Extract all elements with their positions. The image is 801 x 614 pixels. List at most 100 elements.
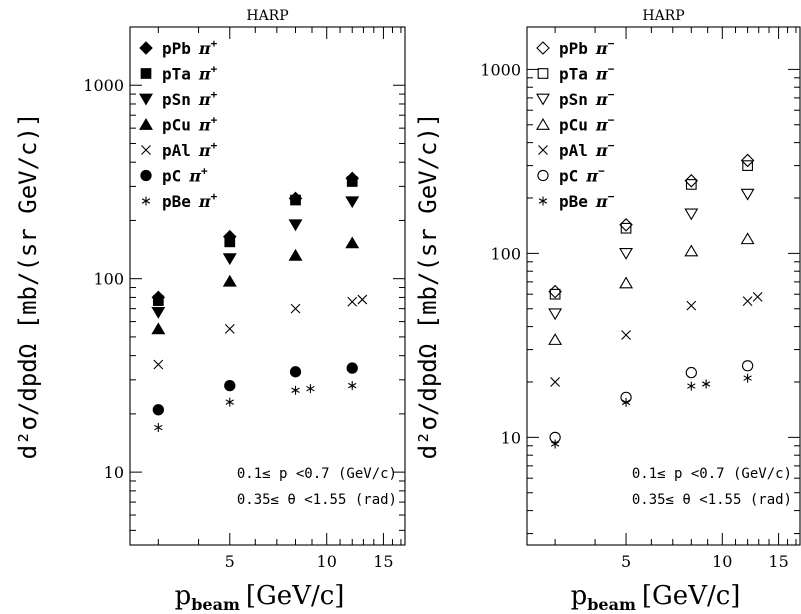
legend-particle: π [188, 167, 201, 186]
data-point [357, 294, 368, 305]
legend-target: pTa [162, 65, 191, 84]
legend-charge: + [211, 114, 218, 127]
data-point [620, 222, 632, 234]
x-tick-label: 5 [225, 552, 235, 571]
legend-label: pC π− [559, 165, 605, 186]
legend-label: pAl π+ [162, 139, 218, 160]
legend-particle: π [198, 192, 211, 211]
x-tick-label: 15 [768, 552, 788, 571]
data-point [621, 397, 631, 407]
chart-title: HARP [246, 8, 288, 24]
x-tick-label: 5 [621, 552, 631, 571]
data-point [288, 219, 303, 232]
data-point [347, 296, 358, 307]
data-point [222, 253, 237, 266]
legend-particle: π [595, 192, 608, 211]
legend-marker [538, 145, 548, 155]
data-point [550, 377, 561, 387]
y-axis-label: d²σ/dpdΩ [mb/(sr GeV/c)] [414, 113, 442, 460]
legend-particle: π [585, 167, 598, 186]
series-pAl-minus [550, 292, 763, 387]
legend-target: pTa [559, 65, 588, 84]
annotation-line: 0.1≤ p <0.7 (GeV/c) [632, 466, 792, 482]
data-point [345, 236, 360, 249]
legend-marker [536, 41, 550, 55]
data-point [288, 248, 303, 261]
legend-marker [141, 145, 151, 155]
x-axis-label-sub: beam [587, 595, 636, 614]
legend-charge: + [211, 37, 218, 50]
legend-charge: + [211, 190, 218, 203]
legend-charge: + [211, 88, 218, 101]
legend-particle: π [595, 116, 608, 135]
series-pCu-plus [151, 236, 360, 335]
data-point [224, 236, 236, 248]
data-point [151, 306, 166, 319]
plot-frame [526, 26, 801, 546]
data-point [549, 288, 561, 300]
x-axis-label-main: p [571, 581, 588, 611]
series-pTa-plus [152, 176, 358, 306]
legend-label: pBe π+ [162, 190, 218, 211]
x-tick-label: 15 [373, 552, 393, 571]
data-point [346, 176, 358, 187]
data-point [740, 232, 755, 245]
legend-label: pCu π− [559, 114, 615, 135]
legend-target: pCu [559, 116, 588, 135]
legend-particle: π [595, 141, 608, 160]
x-axis-label-main: p [175, 581, 192, 611]
data-point [306, 384, 315, 394]
annotation-line: 0.35≤ θ <1.55 (rad) [237, 492, 397, 508]
data-point [743, 373, 752, 383]
series-pC-plus [152, 362, 358, 416]
data-point [685, 179, 697, 190]
y-tick-label: 100 [490, 244, 521, 263]
chart-title: HARP [642, 8, 684, 24]
data-point [152, 404, 164, 416]
data-point [548, 308, 563, 321]
legend-marker [141, 196, 151, 206]
legend-charge: + [211, 139, 218, 152]
legend-label: pPb π− [559, 37, 615, 58]
legend-label: pCu π+ [162, 114, 218, 135]
x-tick-label: 10 [712, 552, 732, 571]
series-pSn-minus [548, 188, 755, 321]
annotation-line: 0.1≤ p <0.7 (GeV/c) [237, 466, 397, 482]
x-axis-label-sub: beam [191, 595, 240, 614]
data-point [619, 276, 634, 289]
panel-pi-plus: HARP 10 100 1000 5 10 15 pbeam [GeV/c] d²σ/dpdΩ [… [14, 8, 406, 614]
legend-charge: − [608, 88, 615, 101]
data-point [291, 385, 300, 395]
y-tick-label: 10 [104, 463, 124, 482]
legend-particle: π [198, 141, 211, 160]
data-point [740, 153, 755, 168]
y-tick-label: 1000 [480, 60, 521, 79]
data-point [345, 196, 360, 209]
data-point [152, 295, 164, 306]
data-point [348, 381, 357, 391]
y-tick-label: 1000 [83, 76, 124, 95]
x-axis-label-unit: [GeV/c] [246, 581, 345, 611]
legend-label: pPb π+ [162, 37, 218, 58]
data-point [686, 300, 697, 311]
data-point [684, 208, 699, 221]
plot-frame [129, 26, 406, 546]
legend-target: pCu [162, 116, 191, 135]
data-point [752, 292, 763, 302]
data-point [742, 160, 753, 171]
legend-target: pPb [162, 39, 191, 58]
legend-charge: − [598, 165, 605, 178]
legend-particle: π [198, 65, 211, 84]
legend-label: pC π+ [162, 165, 208, 186]
legend-target: pAl [559, 141, 588, 160]
legend-marker [139, 41, 153, 55]
data-point [619, 248, 634, 260]
data-point [154, 423, 163, 433]
data-point [346, 362, 358, 374]
legend-target: pSn [559, 90, 588, 109]
legend-marker [536, 118, 550, 130]
legend-marker [536, 93, 550, 106]
legend-charge: − [608, 114, 615, 127]
legend-target: pBe [162, 192, 191, 211]
